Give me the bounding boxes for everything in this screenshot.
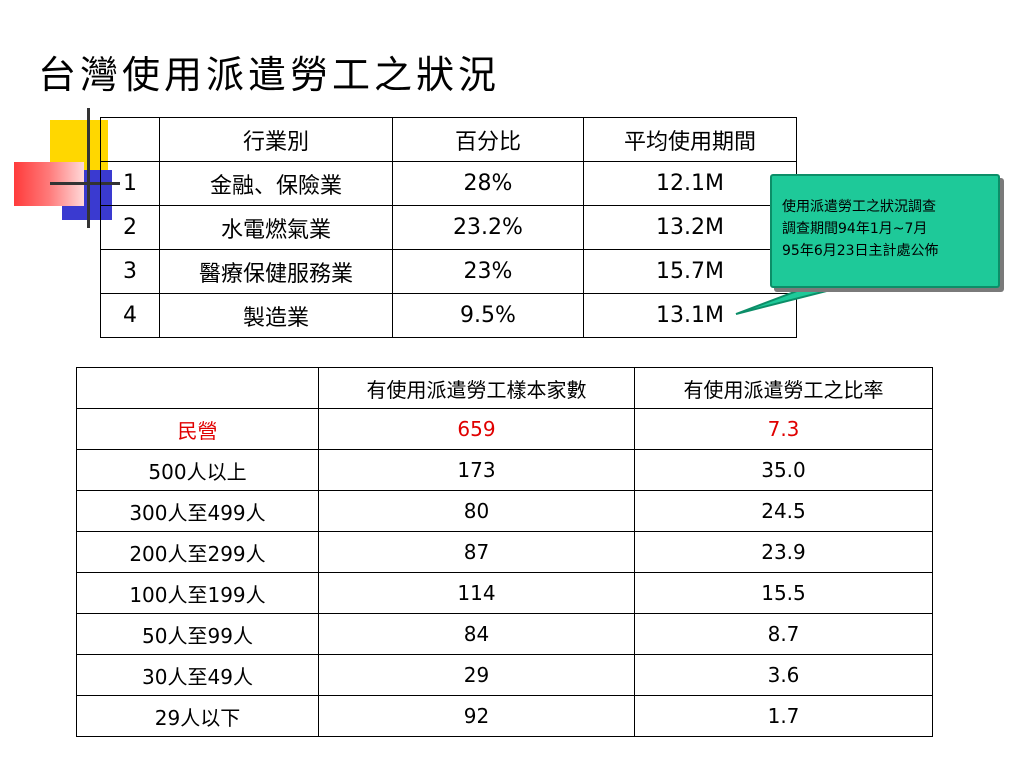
row-number: 4: [100, 293, 160, 338]
category-label: 29人以下: [76, 695, 319, 737]
row-number: 1: [100, 161, 160, 206]
industry-name: 金融、保險業: [159, 161, 393, 206]
category-label: 30人至49人: [76, 654, 319, 696]
category-label: 300人至499人: [76, 490, 319, 532]
row-number: 3: [100, 249, 160, 294]
percent-value: 28%: [392, 161, 584, 206]
slide-title: 台灣使用派遣勞工之狀況: [38, 53, 501, 97]
samples-value: 173: [318, 449, 635, 491]
ratio-value: 1.7: [634, 695, 933, 737]
callout-box: 使用派遣勞工之狀況調查 調查期間94年1月~7月 95年6月23日主計處公佈: [770, 174, 1000, 288]
source-callout: 使用派遣勞工之狀況調查 調查期間94年1月~7月 95年6月23日主計處公佈: [730, 170, 1024, 320]
percent-value: 23.2%: [392, 205, 584, 250]
samples-value: 87: [318, 531, 635, 573]
samples-value: 659: [318, 408, 635, 450]
ratio-value: 3.6: [634, 654, 933, 696]
ratio-value: 15.5: [634, 572, 933, 614]
ratio-value: 35.0: [634, 449, 933, 491]
ratio-value: 24.5: [634, 490, 933, 532]
row-number: 2: [100, 205, 160, 250]
ratio-value: 7.3: [634, 408, 933, 450]
header-cell-ratio: 有使用派遣勞工之比率: [634, 367, 933, 409]
table-row: 29人以下 92 1.7: [76, 695, 933, 737]
table-row: 100人至199人 114 15.5: [76, 572, 933, 614]
table-row: 2 水電燃氣業 23.2% 13.2M: [100, 205, 797, 250]
callout-line: 調查期間94年1月~7月: [782, 221, 928, 237]
table-row: 300人至499人 80 24.5: [76, 490, 933, 532]
decor-vertical-line: [87, 108, 90, 228]
table-row-highlight: 民營 659 7.3: [76, 408, 933, 450]
table-header-row: 行業別 百分比 平均使用期間: [100, 117, 797, 162]
samples-value: 92: [318, 695, 635, 737]
samples-value: 114: [318, 572, 635, 614]
category-label: 民營: [76, 408, 319, 450]
category-label: 50人至99人: [76, 613, 319, 655]
ratio-value: 23.9: [634, 531, 933, 573]
header-cell-no: [100, 117, 160, 162]
callout-line: 使用派遣勞工之狀況調查: [782, 199, 936, 215]
company-size-table: 有使用派遣勞工樣本家數 有使用派遣勞工之比率 民營 659 7.3 500人以上…: [76, 367, 933, 737]
table-row: 50人至99人 84 8.7: [76, 613, 933, 655]
table-row: 4 製造業 9.5% 13.1M: [100, 293, 797, 338]
percent-value: 9.5%: [392, 293, 584, 338]
header-cell-industry: 行業別: [159, 117, 393, 162]
table-row: 3 醫療保健服務業 23% 15.7M: [100, 249, 797, 294]
header-cell-samples: 有使用派遣勞工樣本家數: [318, 367, 635, 409]
header-cell-category: [76, 367, 319, 409]
table-row: 30人至49人 29 3.6: [76, 654, 933, 696]
samples-value: 80: [318, 490, 635, 532]
samples-value: 29: [318, 654, 635, 696]
decor-horizontal-line: [50, 182, 120, 185]
period-value: 13.1M: [583, 293, 797, 338]
ratio-value: 8.7: [634, 613, 933, 655]
industry-name: 水電燃氣業: [159, 205, 393, 250]
category-label: 100人至199人: [76, 572, 319, 614]
table-row: 1 金融、保險業 28% 12.1M: [100, 161, 797, 206]
header-cell-percent: 百分比: [392, 117, 584, 162]
industry-name: 製造業: [159, 293, 393, 338]
table-header-row: 有使用派遣勞工樣本家數 有使用派遣勞工之比率: [76, 367, 933, 409]
samples-value: 84: [318, 613, 635, 655]
table-row: 200人至299人 87 23.9: [76, 531, 933, 573]
industry-name: 醫療保健服務業: [159, 249, 393, 294]
industry-table: 行業別 百分比 平均使用期間 1 金融、保險業 28% 12.1M 2 水電燃氣…: [100, 117, 797, 338]
callout-line: 95年6月23日主計處公佈: [782, 243, 939, 259]
category-label: 200人至299人: [76, 531, 319, 573]
header-cell-period: 平均使用期間: [583, 117, 797, 162]
percent-value: 23%: [392, 249, 584, 294]
table-row: 500人以上 173 35.0: [76, 449, 933, 491]
category-label: 500人以上: [76, 449, 319, 491]
